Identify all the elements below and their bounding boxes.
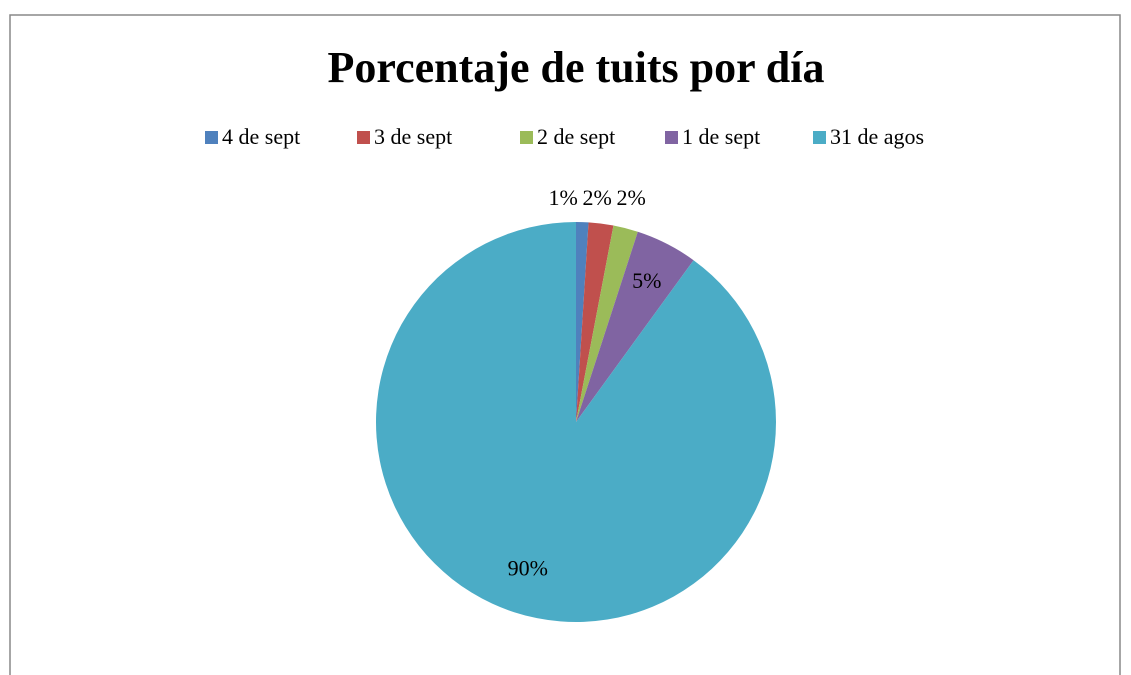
- pie-slice: [576, 231, 694, 422]
- pie-slice: [576, 222, 614, 422]
- data-label: 2%: [617, 185, 646, 210]
- legend-label: 3 de sept: [374, 124, 452, 149]
- legend-label: 31 de agos: [830, 124, 924, 149]
- chart-title: Porcentaje de tuits por día: [328, 43, 825, 92]
- legend-swatch: [205, 131, 218, 144]
- data-label: 90%: [508, 555, 548, 580]
- legend-label: 2 de sept: [537, 124, 615, 149]
- data-label: 5%: [632, 268, 661, 293]
- legend-swatch: [357, 131, 370, 144]
- legend-swatch: [665, 131, 678, 144]
- legend-label: 4 de sept: [222, 124, 300, 149]
- legend-label: 1 de sept: [682, 124, 760, 149]
- data-label: 1%: [549, 185, 578, 210]
- legend-swatch: [813, 131, 826, 144]
- legend-swatch: [520, 131, 533, 144]
- pie-slice: [576, 225, 638, 422]
- pie-slice: [576, 222, 589, 422]
- data-label: 2%: [583, 185, 612, 210]
- pie-slice: [376, 222, 776, 622]
